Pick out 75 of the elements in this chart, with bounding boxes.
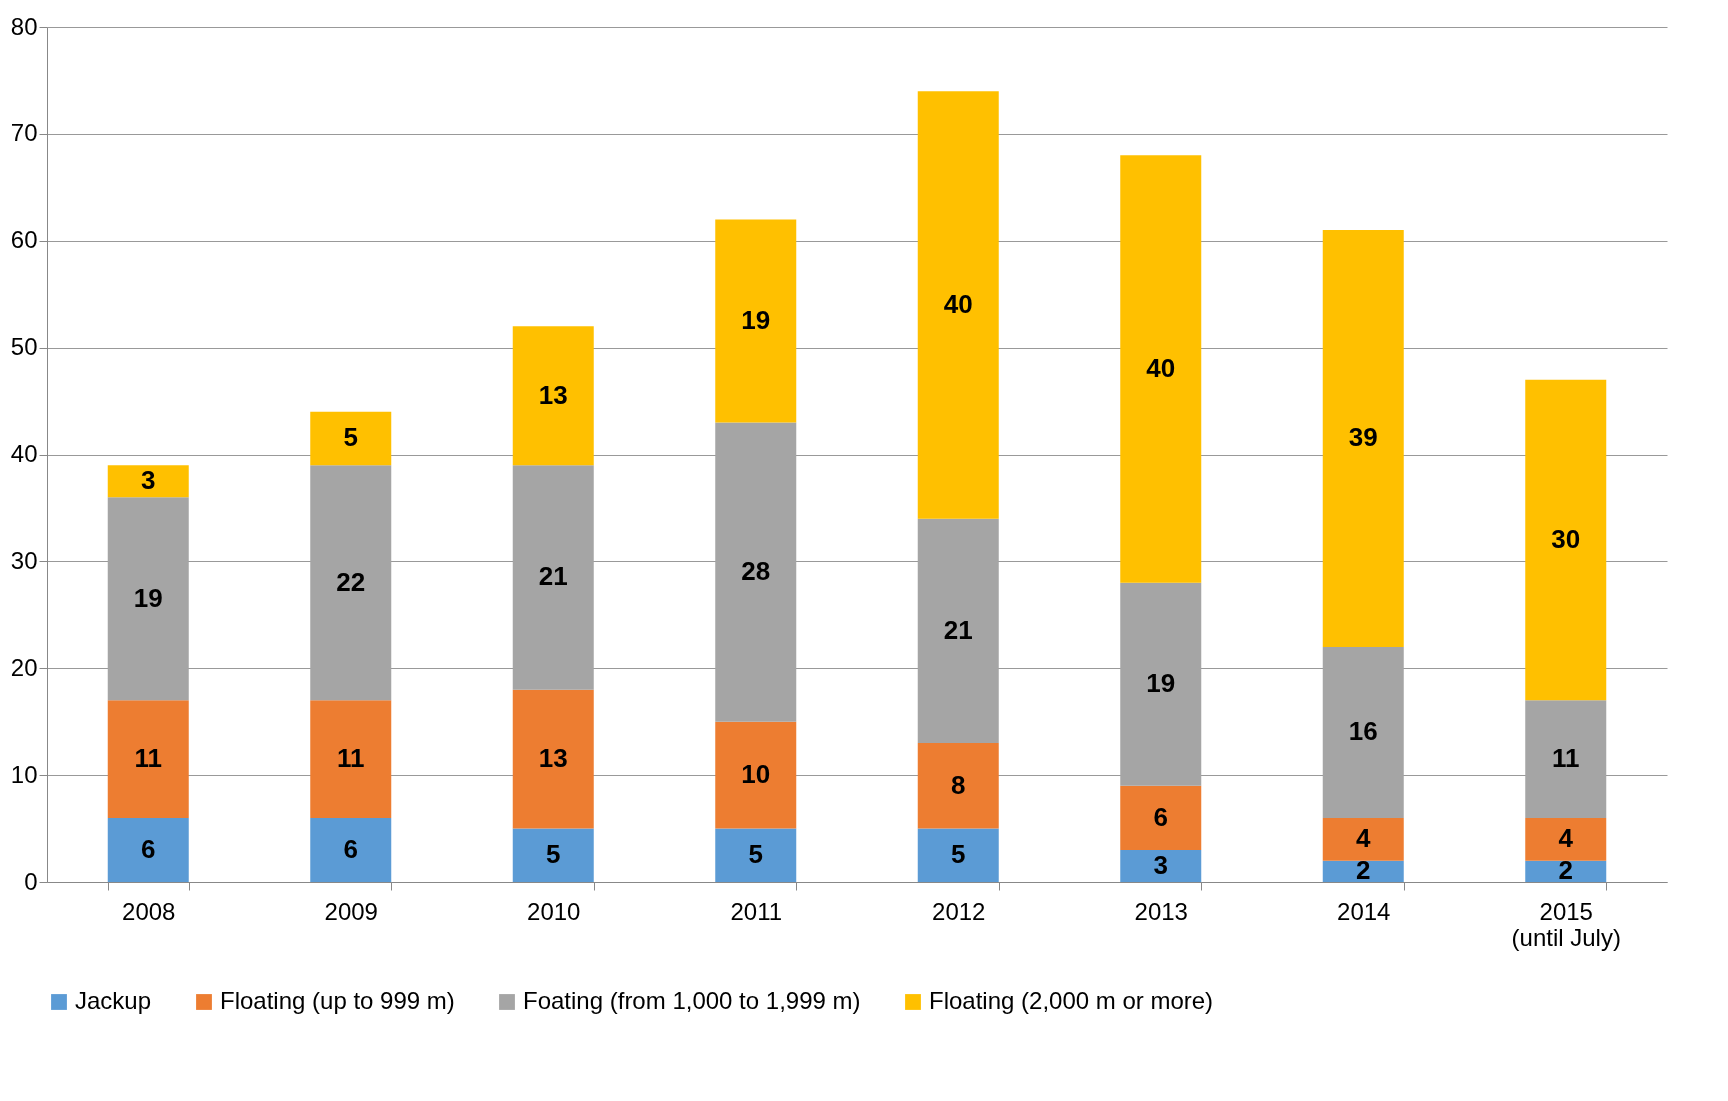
bar (1120, 849, 1202, 882)
data-label: 13 (538, 743, 568, 774)
bar (310, 411, 392, 466)
y-tick-label: 50 (10, 333, 38, 361)
bar (107, 465, 189, 498)
bar (512, 828, 594, 882)
data-label: 3 (141, 465, 156, 496)
bar (310, 817, 392, 882)
x-tick-label: 2010 (527, 897, 581, 925)
bar (715, 828, 797, 882)
legend-label: Floating (2,000 m or more) (929, 987, 1214, 1014)
data-label: 21 (943, 614, 973, 645)
data-label: 16 (1348, 716, 1378, 747)
x-tick-label: 2012 (932, 897, 986, 925)
data-label: 5 (748, 839, 763, 870)
data-label: 10 (741, 759, 771, 790)
data-label: 40 (1146, 353, 1176, 383)
bar (107, 817, 189, 882)
data-label: 3 (1153, 849, 1168, 880)
data-label: 2 (1558, 855, 1573, 886)
data-label: 6 (343, 833, 358, 864)
x-tick-label: 2015 (until July) (1511, 897, 1621, 951)
data-label: 19 (741, 304, 771, 335)
bar (512, 689, 594, 829)
bar (107, 700, 189, 818)
data-label: 8 (951, 769, 966, 800)
x-tick-label: 2013 (1134, 897, 1188, 925)
bar (310, 700, 392, 818)
data-label: 5 (951, 839, 966, 870)
data-label: 5 (343, 422, 358, 453)
legend-label: Foating (from 1,000 to 1,999 m) (523, 987, 861, 1014)
data-label: 22 (336, 566, 366, 597)
bar (1322, 817, 1404, 861)
bar (1525, 379, 1607, 701)
data-label: 5 (546, 839, 561, 870)
data-label: 21 (538, 561, 568, 592)
y-tick-label: 80 (10, 12, 38, 40)
data-label: 4 (1558, 823, 1574, 854)
data-label: 40 (943, 288, 973, 319)
legend-label: Floating (up to 999 m) (220, 987, 455, 1014)
bar (715, 721, 797, 829)
bar (917, 743, 999, 829)
x-tick-label: 2008 (122, 897, 176, 925)
y-tick-label: 10 (10, 760, 38, 788)
bar (1120, 155, 1202, 583)
bar (1322, 230, 1404, 647)
y-tick-label: 40 (10, 440, 38, 467)
bar (715, 219, 797, 423)
data-label: 28 (741, 556, 771, 587)
data-label: 30 (1551, 524, 1581, 554)
bar (917, 828, 999, 882)
data-label: 6 (1153, 801, 1168, 832)
bar (512, 326, 594, 466)
legend-label: Jackup (75, 987, 152, 1014)
data-label: 4 (1356, 823, 1372, 854)
y-tick-label: 20 (10, 653, 38, 681)
y-tick-label: 30 (10, 546, 38, 574)
y-tick-label: 70 (10, 119, 38, 147)
data-label: 11 (337, 743, 365, 774)
x-tick-label: 2011 (730, 897, 783, 925)
bar (1120, 785, 1202, 850)
data-label: 19 (133, 582, 163, 613)
bar (917, 91, 999, 519)
bar (1525, 817, 1607, 861)
data-label: 6 (141, 833, 156, 864)
data-label: 11 (134, 743, 162, 774)
data-label: 39 (1348, 422, 1378, 453)
data-label: 13 (538, 379, 568, 410)
data-label: 19 (1146, 668, 1176, 699)
y-tick-label: 60 (10, 226, 38, 254)
data-label: 11 (1552, 743, 1580, 774)
x-tick-label: 2009 (324, 897, 378, 925)
x-tick-label: 2014 (1337, 897, 1391, 925)
data-label: 2 (1356, 855, 1371, 886)
y-tick-label: 0 (24, 867, 38, 895)
